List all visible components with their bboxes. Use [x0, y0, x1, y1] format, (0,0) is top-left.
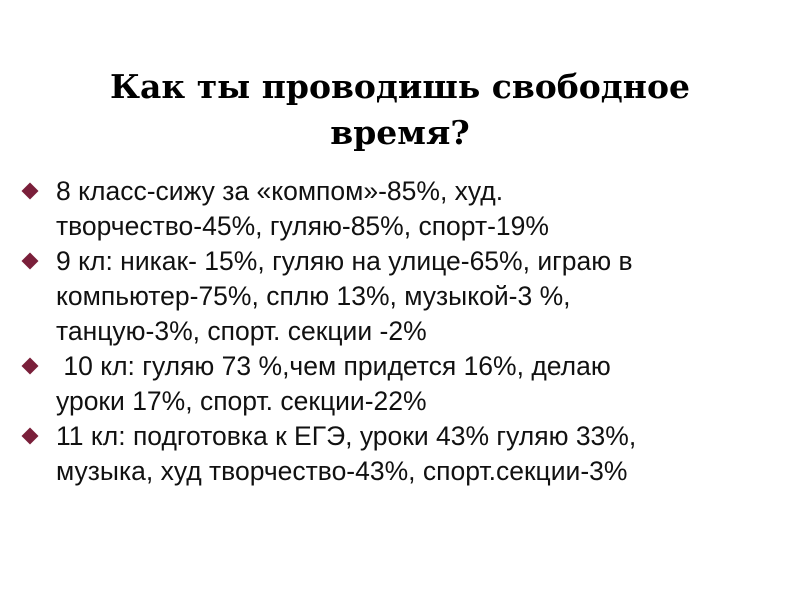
bullet-item-10-grade: 10 кл: гуляю 73 %,чем придется 16%, дела…	[21, 349, 782, 419]
diamond-bullet-icon	[21, 182, 39, 200]
bullet-list: 8 класс-сижу за «компом»-85%, худ. творч…	[21, 174, 782, 489]
bullet-text-line: уроки 17%, спорт. секции-22%	[56, 386, 427, 416]
bullet-item-11-grade: 11 кл: подготовка к ЕГЭ, уроки 43% гуляю…	[21, 419, 782, 489]
slide-title-line-1: Как ты проводишь свободное	[110, 67, 690, 106]
bullet-text-line: 10 кл: гуляю 73 %,чем придется 16%, дела…	[56, 351, 611, 381]
bullet-item-8-grade: 8 класс-сижу за «компом»-85%, худ. творч…	[21, 174, 782, 244]
bullet-text-line: творчество-45%, гуляю-85%, спорт-19%	[56, 211, 549, 241]
bullet-text-line: компьютер-75%, сплю 13%, музыкой-3 %,	[56, 281, 571, 311]
diamond-bullet-icon	[21, 357, 39, 375]
bullet-text-line: 8 класс-сижу за «компом»-85%, худ.	[56, 176, 504, 206]
bullet-text-line: 9 кл: никак- 15%, гуляю на улице-65%, иг…	[56, 246, 633, 276]
bullet-text-line: 11 кл: подготовка к ЕГЭ, уроки 43% гуляю…	[56, 421, 637, 451]
slide-title: Как ты проводишь свободное время?	[60, 64, 740, 156]
bullet-text-line: танцую-3%, спорт. секции -2%	[56, 316, 427, 346]
bullet-text-line: музыка, худ творчество-43%, спорт.секции…	[56, 456, 628, 486]
slide-title-line-2: время?	[330, 113, 470, 152]
diamond-bullet-icon	[21, 252, 39, 270]
bullet-item-9-grade: 9 кл: никак- 15%, гуляю на улице-65%, иг…	[21, 244, 782, 349]
diamond-bullet-icon	[21, 427, 39, 445]
